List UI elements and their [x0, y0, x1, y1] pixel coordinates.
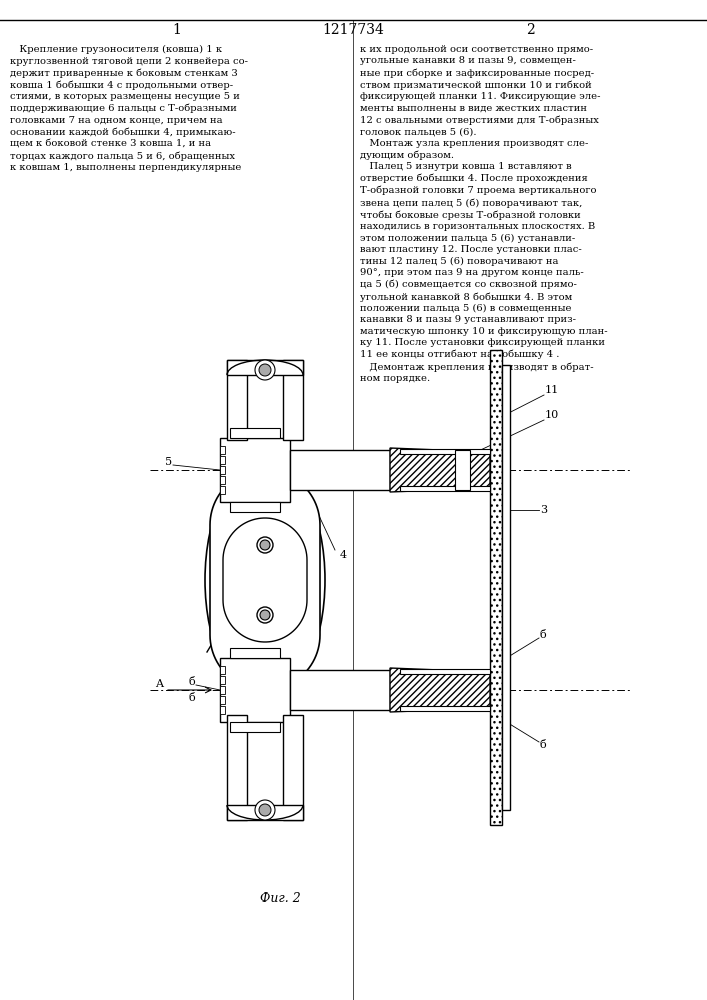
Polygon shape [227, 360, 303, 375]
Text: б: б [540, 740, 547, 750]
Text: 1217734: 1217734 [322, 23, 384, 37]
Polygon shape [220, 676, 225, 684]
Polygon shape [227, 715, 247, 820]
Text: 4: 4 [340, 550, 347, 560]
Text: Фиг. 2: Фиг. 2 [259, 892, 300, 905]
Polygon shape [400, 706, 490, 711]
Polygon shape [220, 476, 225, 484]
Polygon shape [283, 715, 303, 820]
Polygon shape [490, 350, 502, 825]
Polygon shape [220, 686, 225, 694]
Circle shape [255, 360, 275, 380]
Polygon shape [210, 470, 320, 690]
Circle shape [260, 610, 270, 620]
Text: 10: 10 [545, 410, 559, 420]
Polygon shape [230, 502, 280, 512]
Circle shape [257, 537, 273, 553]
Text: 3: 3 [540, 505, 547, 515]
Polygon shape [400, 486, 490, 491]
Polygon shape [502, 365, 510, 810]
Text: б: б [188, 693, 195, 703]
Polygon shape [390, 448, 490, 492]
Polygon shape [400, 669, 490, 674]
Text: 1: 1 [173, 23, 182, 37]
Circle shape [259, 364, 271, 376]
Polygon shape [290, 670, 390, 710]
Polygon shape [220, 438, 290, 502]
Polygon shape [223, 518, 307, 642]
Polygon shape [290, 450, 390, 490]
Text: 2: 2 [525, 23, 534, 37]
Polygon shape [230, 722, 280, 732]
Polygon shape [227, 805, 303, 820]
Polygon shape [220, 456, 225, 464]
Polygon shape [230, 648, 280, 658]
Polygon shape [220, 696, 225, 704]
Polygon shape [455, 450, 470, 490]
Polygon shape [220, 486, 225, 494]
Circle shape [259, 804, 271, 816]
Polygon shape [227, 360, 247, 440]
Circle shape [260, 540, 270, 550]
Polygon shape [400, 449, 490, 454]
Text: к их продольной оси соответственно прямо-
угольные канавки 8 и пазы 9, совмещен-: к их продольной оси соответственно прямо… [360, 45, 607, 383]
Polygon shape [220, 666, 225, 674]
Circle shape [257, 607, 273, 623]
Text: Крепление грузоносителя (ковша) 1 к
круглозвенной тяговой цепи 2 конвейера со-
д: Крепление грузоносителя (ковша) 1 к круг… [10, 45, 248, 172]
Text: б: б [540, 630, 547, 640]
Circle shape [255, 800, 275, 820]
Polygon shape [220, 658, 290, 722]
Polygon shape [390, 668, 490, 712]
Polygon shape [220, 466, 225, 474]
Ellipse shape [205, 460, 325, 700]
Polygon shape [220, 446, 225, 454]
Polygon shape [220, 706, 225, 714]
Polygon shape [230, 428, 280, 438]
Polygon shape [283, 360, 303, 440]
Text: 11: 11 [545, 385, 559, 395]
Text: A: A [155, 679, 163, 689]
Text: 5: 5 [165, 457, 172, 467]
Text: б: б [188, 677, 195, 687]
